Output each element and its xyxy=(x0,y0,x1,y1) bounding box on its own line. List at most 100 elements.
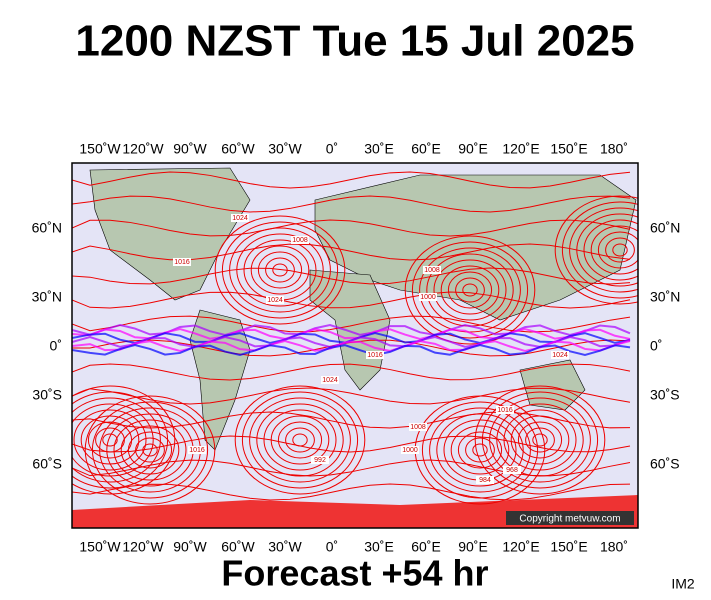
copyright: Copyright metvuw.com xyxy=(519,514,620,525)
isobar xyxy=(450,425,510,475)
isobar xyxy=(72,459,631,477)
isobar xyxy=(532,433,548,447)
isobar xyxy=(256,403,344,477)
isobar xyxy=(72,267,631,285)
isobar xyxy=(87,421,133,459)
lat-label-left: 60˚S xyxy=(32,456,62,472)
isobar xyxy=(72,171,631,189)
isobar xyxy=(590,225,638,275)
lon-label-top: 30˚W xyxy=(268,141,302,157)
isobar-label: 968 xyxy=(506,467,518,474)
isobar-label-bg xyxy=(366,351,384,359)
land xyxy=(314,174,637,321)
isobar-label-bg xyxy=(231,214,249,222)
isobar xyxy=(462,283,478,297)
lat-label-left: 60˚N xyxy=(32,220,62,236)
lon-label-bottom: 180˚ xyxy=(600,539,628,555)
isobar xyxy=(72,403,154,477)
isobar xyxy=(517,421,563,459)
lon-label-bottom: 120˚W xyxy=(122,539,164,555)
precip xyxy=(72,335,631,349)
isobar xyxy=(440,265,500,315)
lon-label-top: 120˚E xyxy=(502,141,539,157)
isobar xyxy=(583,219,638,281)
isobar-label: 1008 xyxy=(424,267,440,274)
isobar-label-bg xyxy=(496,406,514,414)
isobar xyxy=(72,387,631,405)
isobar-label: 1000 xyxy=(420,294,436,301)
isobar-label-bg xyxy=(503,466,521,474)
isobar-label: 984 xyxy=(479,477,491,484)
lon-label-top: 0˚ xyxy=(326,141,338,157)
isobar-label-bg xyxy=(401,446,419,454)
lon-label-bottom: 0˚ xyxy=(326,539,338,555)
isobar-label: 992 xyxy=(314,457,326,464)
isobar xyxy=(249,397,351,483)
isobar xyxy=(433,259,507,321)
lon-label-bottom: 90˚E xyxy=(458,539,488,555)
isobar xyxy=(554,195,638,305)
isobar-label-bg xyxy=(419,293,437,301)
isobar-label: 1024 xyxy=(552,352,568,359)
isobar xyxy=(457,431,503,469)
isobar xyxy=(72,195,631,213)
precip xyxy=(72,327,631,341)
isobar xyxy=(135,437,165,463)
lon-label-top: 30˚E xyxy=(364,141,394,157)
isobar xyxy=(411,241,529,339)
lon-label-bottom: 60˚W xyxy=(221,539,255,555)
isobar-label-bg xyxy=(266,296,284,304)
isobar xyxy=(429,407,531,493)
isobar xyxy=(489,397,591,483)
isobar xyxy=(285,427,315,453)
lon-label-top: 90˚E xyxy=(458,141,488,157)
isobar-label-bg xyxy=(291,236,309,244)
image-code: IM2 xyxy=(671,576,695,592)
lon-label-top: 60˚W xyxy=(221,141,255,157)
isobar-label: 1008 xyxy=(410,424,426,431)
isobar xyxy=(234,385,366,495)
lon-label-top: 180˚ xyxy=(600,141,628,157)
isobar xyxy=(447,271,493,309)
lat-label-right: 0˚ xyxy=(650,338,662,354)
copyright-box xyxy=(506,511,634,525)
lon-label-bottom: 120˚E xyxy=(502,539,539,555)
isobar xyxy=(72,291,631,309)
isobar-label-bg xyxy=(311,456,329,464)
isobar xyxy=(72,219,631,237)
isobar xyxy=(72,397,161,483)
isobar xyxy=(474,385,606,495)
isobar xyxy=(257,251,303,289)
precip xyxy=(72,343,631,357)
isobar xyxy=(72,385,176,495)
isobar xyxy=(73,409,147,471)
isobar-label-bg xyxy=(423,266,441,274)
isobar-label-bg xyxy=(409,423,427,431)
isobar xyxy=(605,237,635,263)
lon-label-bottom: 90˚W xyxy=(173,539,207,555)
lat-label-left: 30˚S xyxy=(32,387,62,403)
isobar xyxy=(525,427,555,453)
isobar-label-bg xyxy=(551,351,569,359)
lon-label-top: 60˚E xyxy=(411,141,441,157)
isobar-label: 1000 xyxy=(402,447,418,454)
lon-label-top: 120˚W xyxy=(122,141,164,157)
lat-label-right: 30˚N xyxy=(650,289,680,305)
isobar xyxy=(72,363,631,381)
isobar xyxy=(569,207,638,293)
isobar xyxy=(404,235,536,345)
isobar-label-bg xyxy=(188,446,206,454)
isobar xyxy=(597,231,638,269)
map-layer: 1024 1016 1008 1024 1016 1000 1024 1016 1008 1000… xyxy=(72,167,638,528)
isobar xyxy=(472,443,488,457)
isobar xyxy=(481,391,599,489)
land xyxy=(72,495,638,528)
isobar-label-bg xyxy=(476,476,494,484)
isobar xyxy=(72,243,631,261)
isobar-label: 1024 xyxy=(322,377,338,384)
isobar xyxy=(80,415,140,465)
isobar xyxy=(72,435,631,453)
isobar xyxy=(465,437,495,463)
isobar-label: 1024 xyxy=(232,215,248,222)
